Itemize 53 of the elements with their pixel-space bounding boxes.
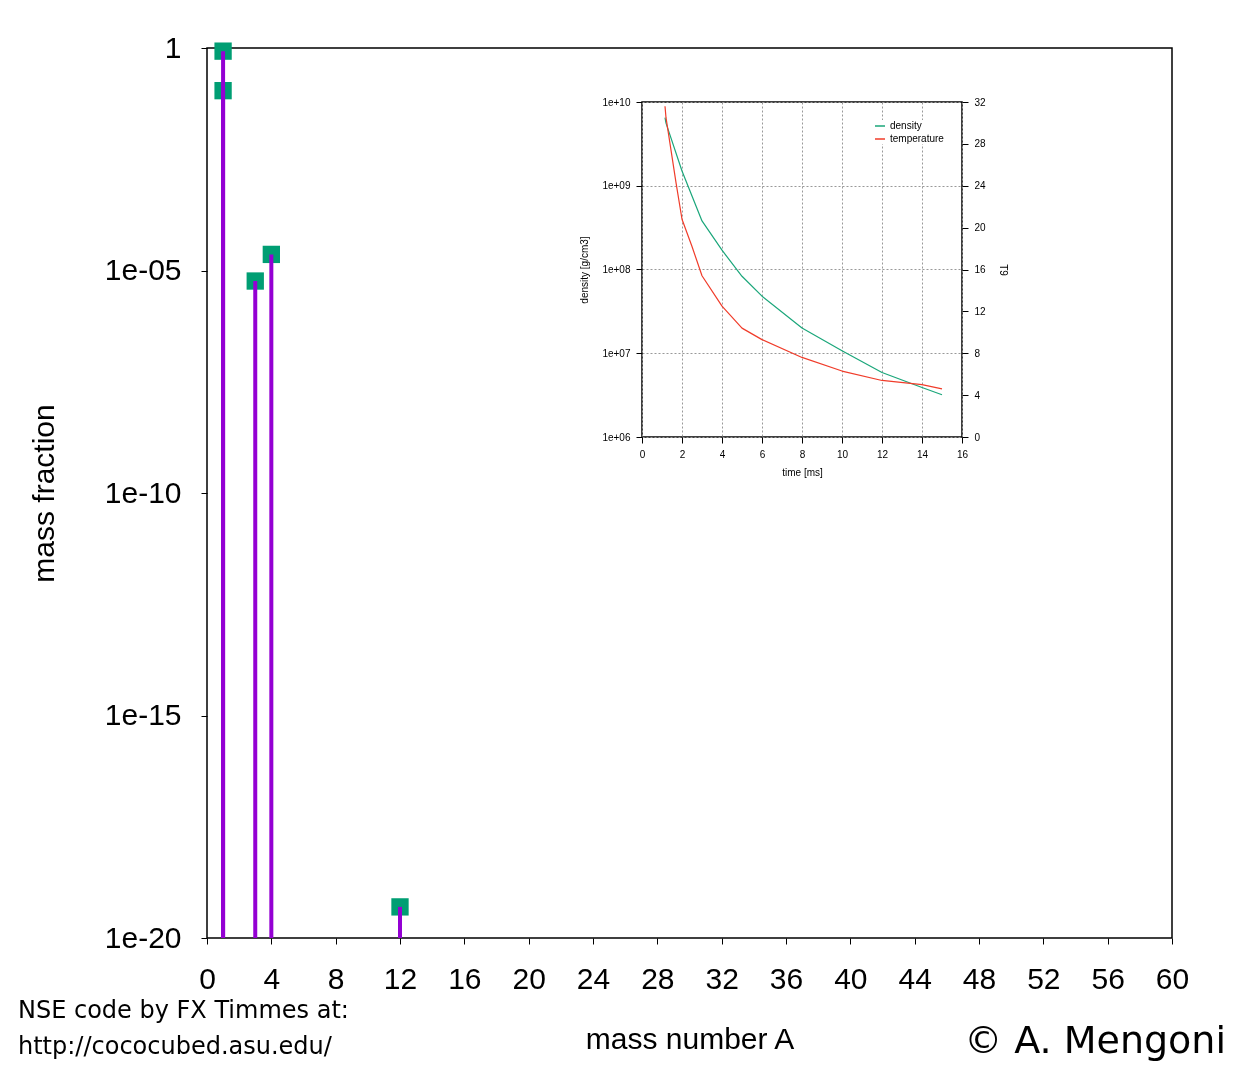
y-axis-title: mass fraction [26, 404, 60, 583]
y-tick-label: 1e-05 [104, 253, 182, 286]
x-tick-label: 16 [956, 448, 969, 460]
x-tick-label: 6 [759, 448, 766, 460]
x-axis-title: time [ms] [782, 466, 823, 478]
x-tick-label: 14 [916, 448, 929, 460]
x-tick-label: 44 [898, 961, 932, 995]
x-tick-label: 0 [639, 448, 646, 460]
y2-tick-label: 8 [974, 347, 981, 359]
text: NSE code by FX Timmes at: http://cococubed.asu.edu/ [18, 996, 349, 1060]
y2-tick-label: 16 [974, 264, 987, 275]
y-tick-label: 1e+07 [602, 347, 631, 359]
y-tick-label: 1e+10 [602, 96, 631, 108]
x-tick-label: 16 [448, 961, 482, 995]
x-tick-label: 8 [327, 961, 345, 995]
y2-tick-label: 32 [974, 96, 987, 108]
y2-tick-label: 24 [974, 180, 987, 192]
x-tick-label: 12 [383, 961, 418, 995]
x-tick-label: 60 [1155, 961, 1190, 995]
y2-tick-label: 12 [974, 305, 987, 317]
legend-label: temperature [890, 133, 945, 144]
x-tick-label: 12 [876, 448, 889, 460]
y-tick-label: 1e-10 [104, 475, 182, 509]
y-tick-label: 1 [164, 30, 182, 64]
x-tick-label: 2 [679, 448, 686, 460]
y2-tick-label: 4 [974, 389, 981, 401]
y2-tick-label: 28 [974, 138, 987, 150]
x-tick-label: 4 [263, 961, 281, 995]
x-tick-label: 40 [834, 961, 868, 995]
x-tick-label: 8 [799, 448, 806, 460]
y-tick-label: 1e-20 [104, 920, 182, 954]
y-tick-label: 1e+06 [602, 431, 631, 443]
x-tick-label: 32 [705, 961, 739, 995]
y2-tick-label: 0 [974, 431, 981, 443]
text: © A. Mengoni [964, 1018, 1226, 1064]
x-tick-label: 0 [199, 961, 216, 995]
y-tick-label: 1e-15 [104, 698, 182, 731]
x-tick-label: 52 [1027, 961, 1061, 995]
y2-tick-label: 20 [974, 222, 987, 234]
x-tick-label: 36 [769, 961, 804, 995]
y-tick-label: 1e+09 [602, 180, 631, 192]
x-tick-label: 24 [576, 961, 611, 995]
x-tick-label: 28 [641, 961, 675, 995]
y2-axis-title: T9 [997, 264, 1009, 277]
legend-label: density [890, 120, 922, 131]
x-tick-label: 4 [719, 448, 726, 460]
x-tick-label: 56 [1091, 961, 1125, 995]
x-tick-label: 20 [512, 961, 546, 995]
y-axis-title: density [g/cm3] [579, 236, 591, 304]
x-tick-label: 48 [962, 961, 997, 995]
y-tick-label: 1e+08 [602, 264, 631, 275]
x-tick-label: 10 [836, 448, 849, 460]
x-axis-title: mass number A [585, 1021, 795, 1055]
